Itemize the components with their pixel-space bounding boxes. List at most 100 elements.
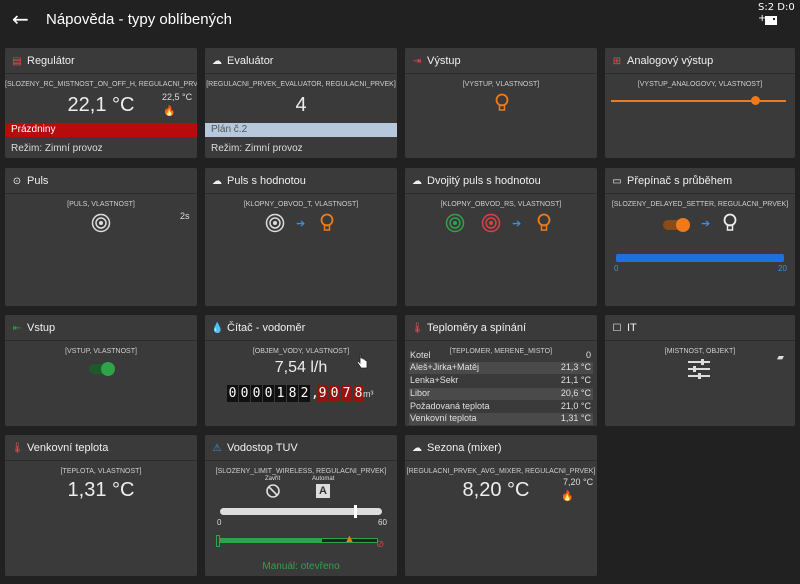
card-teplomery[interactable]: 🌡 Teploměry a spínání [TEPLOMER, MERENE_M… <box>405 315 597 426</box>
input-toggle[interactable] <box>89 362 115 376</box>
output-icon: ⇥ <box>412 56 422 67</box>
slider-knob[interactable] <box>750 96 760 105</box>
card-tags: [PULS, VLASTNOST] <box>67 201 135 208</box>
card-tags: [VYSTUP_ANALOGOVY, VLASTNOST] <box>637 81 763 88</box>
limit-slider[interactable] <box>220 505 382 518</box>
counter-digit: 8 <box>287 385 298 402</box>
app-bar: ← Nápověda - typy oblíbených S:2 D:0 + <box>0 0 800 40</box>
card-tags: [SLOZENY_LIMIT_WIRELESS, REGULACNI_PRVEK… <box>215 468 387 475</box>
pulse-button-icon[interactable] <box>91 213 111 233</box>
card-title: Regulátor <box>27 55 75 67</box>
table-row: Lenka+Sekr 21,1 °C <box>409 375 593 387</box>
card-title: Evaluátor <box>227 55 274 67</box>
setpoint-value: 7,20 °C <box>563 477 594 487</box>
card-vystup[interactable]: ⇥ Výstup [VYSTUP, VLASTNOST] <box>405 48 597 158</box>
water-progress-fill <box>221 539 323 542</box>
row-name: Kotel <box>410 350 431 360</box>
pulse-off-button-icon[interactable] <box>481 213 501 233</box>
toggle-switch[interactable] <box>663 218 690 232</box>
analog-output-icon: ⊞ <box>612 56 622 67</box>
card-tags: [SLOZENY_RC_MISTNOST_ON_OFF_H, REGULACNI… <box>5 81 197 88</box>
card-tags: [OBJEM_VODY, VLASTNOST] <box>252 348 350 355</box>
row-name: Venkovní teplota <box>410 413 477 423</box>
card-tags: [TEPLOMER, MERENE_MISTO] <box>449 348 553 355</box>
sliders-settings-icon[interactable] <box>687 358 711 380</box>
toggle-knob <box>676 218 690 232</box>
card-dvojity-puls[interactable]: ☁ Dvojitý puls s hodnotou [KLOPNY_OBVOD_R… <box>405 168 597 306</box>
back-arrow-icon[interactable]: ← <box>12 7 29 31</box>
card-title: Vstup <box>27 322 56 334</box>
card-title: Čítač - vodoměr <box>227 322 306 334</box>
range-max: 20 <box>778 264 787 273</box>
map-icon[interactable]: ▰ <box>777 352 784 362</box>
card-puls[interactable]: ⊙ Puls [PULS, VLASTNOST] 2s <box>5 168 197 306</box>
bulb-icon <box>723 213 737 231</box>
card-prepinac[interactable]: ▭ Přepínač s průběhem [SLOZENY_DELAYED_SE… <box>605 168 795 306</box>
counter-digit: 0 <box>251 385 262 402</box>
progress-bar <box>616 254 784 262</box>
stop-marker-icon: ⊘ <box>376 539 385 550</box>
arrow-right-icon: ➔ <box>512 218 522 230</box>
row-value: 0 <box>585 350 591 360</box>
counter-digit: 1 <box>275 385 286 402</box>
card-tags: [SLOZENY_DELAYED_SETTER, REGULACNI_PRVEK… <box>611 201 789 208</box>
card-title: Puls s hodnotou <box>227 175 306 187</box>
card-tags: [REGULACNI_PRVEK_EVALUATOR, REGULACNI_PR… <box>206 81 396 88</box>
cloud-icon: ☁ <box>212 56 222 67</box>
table-row: Venkovní teplota 1,31 °C <box>409 413 593 425</box>
row-value: 21,1 °C <box>560 375 591 385</box>
range-min: 0 <box>614 264 619 273</box>
row-value: 1,31 °C <box>560 413 591 423</box>
card-puls-hodnota[interactable]: ☁ Puls s hodnotou [KLOPNY_OBVOD_T, VLASTN… <box>205 168 397 306</box>
close-label: Zavřít <box>265 476 281 482</box>
slider-thumb[interactable] <box>354 505 358 518</box>
card-vstup[interactable]: ⇤ Vstup [VSTUP, VLASTNOST] <box>5 315 197 426</box>
mouse-cursor-icon <box>357 353 368 369</box>
status-indicator: S:2 D:0 + <box>758 2 795 24</box>
analog-slider[interactable] <box>611 96 786 105</box>
card-tags: [TEPLOTA, VLASTNOST] <box>60 468 142 475</box>
flame-icon: 🔥 <box>163 106 176 117</box>
cloud-icon: ☁ <box>412 443 422 454</box>
card-title: Analogový výstup <box>627 55 714 67</box>
temperature-value: 22,1 °C <box>67 94 135 116</box>
card-tags: [VYSTUP, VLASTNOST] <box>462 81 540 88</box>
pulse-duration: 2s <box>180 211 190 221</box>
temperature-value: 1,31 °C <box>67 479 135 501</box>
pulse-button-icon[interactable] <box>265 213 285 233</box>
card-sezona[interactable]: ☁ Sezona (mixer) [REGULACNI_PRVEK_AVG_MIX… <box>405 435 597 576</box>
limit-marker-icon: ▲ <box>344 533 355 545</box>
counter-digit: 0 <box>227 385 238 402</box>
counter-decimal-digit: 9 <box>317 385 328 402</box>
pulse-on-button-icon[interactable] <box>445 213 465 233</box>
evaluator-value: 4 <box>295 94 307 116</box>
card-tags: [KLOPNY_OBVOD_T, VLASTNOST] <box>243 201 359 208</box>
close-valve-button-icon[interactable] <box>266 484 280 498</box>
table-row: Kotel 0 <box>409 350 593 362</box>
card-title: Venkovní teplota <box>27 442 109 454</box>
counter-digit: 0 <box>263 385 274 402</box>
setpoint-value: 22,5 °C <box>162 92 193 102</box>
heater-icon: ▤ <box>12 56 22 67</box>
card-tags: [REGULACNI_PRVEK_AVG_MIXER, REGULACNI_PR… <box>406 468 596 475</box>
bulb-icon[interactable] <box>495 93 509 113</box>
card-venkovni[interactable]: 🌡 Venkovní teplota [TEPLOTA, VLASTNOST] 1… <box>5 435 197 576</box>
counter-separator: , <box>311 386 319 401</box>
card-regulator[interactable]: ▤ Regulátor [SLOZENY_RC_MISTNOST_ON_OFF_H… <box>5 48 197 158</box>
auto-label: Automat <box>312 476 335 482</box>
auto-mode-button[interactable]: A <box>316 484 330 498</box>
temperature-value: 8,20 °C <box>462 479 530 501</box>
plan-banner: Plán č.2 <box>205 123 397 137</box>
card-vodostop[interactable]: ⚠ Vodostop TUV [SLOZENY_LIMIT_WIRELESS, R… <box>205 435 397 576</box>
card-analog-vystup[interactable]: ⊞ Analogový výstup [VYSTUP_ANALOGOVY, VLA… <box>605 48 795 158</box>
card-title: Dvojitý puls s hodnotou <box>427 175 541 187</box>
card-citac[interactable]: 💧 Čítač - vodoměr [OBJEM_VODY, VLASTNOST]… <box>205 315 397 426</box>
water-progress-track <box>220 538 378 543</box>
door-icon[interactable] <box>765 16 777 25</box>
card-title: Teploměry a spínání <box>427 322 527 334</box>
warning-icon: ⚠ <box>212 443 222 454</box>
card-evaluator[interactable]: ☁ Evaluátor [REGULACNI_PRVEK_EVALUATOR, R… <box>205 48 397 158</box>
cloud-icon: ☁ <box>212 176 222 187</box>
bulb-icon <box>320 213 334 231</box>
card-it[interactable]: ☐ IT [MISTNOST, OBJEKT] ▰ <box>605 315 795 426</box>
